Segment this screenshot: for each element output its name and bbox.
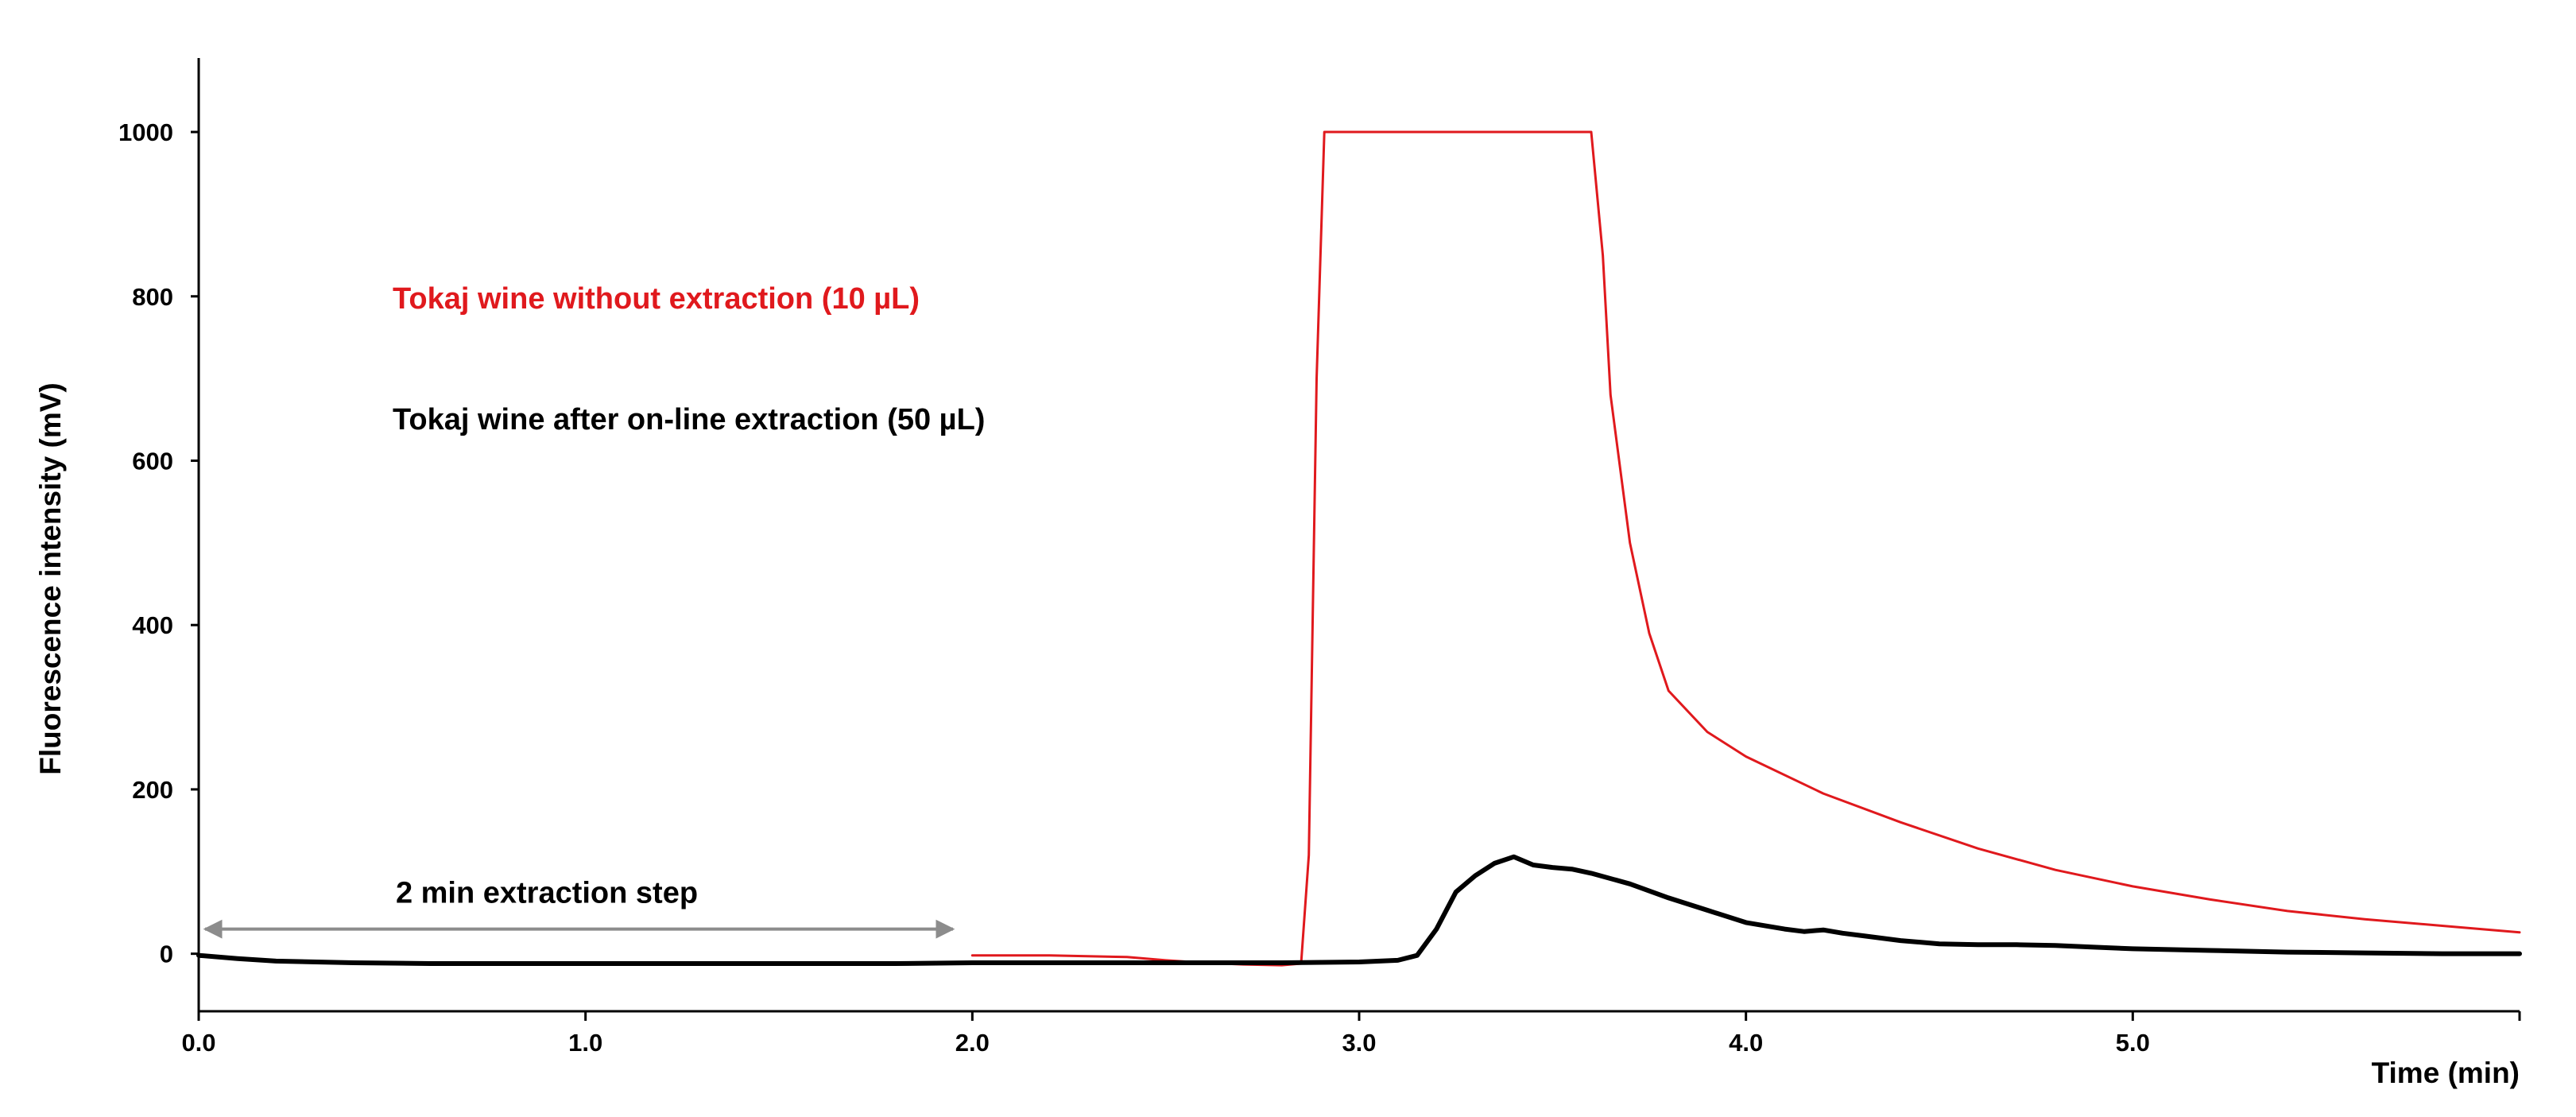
y-tick-label: 0	[160, 941, 173, 968]
y-tick-label: 800	[132, 283, 173, 311]
annotation-layer: 2 min extraction step	[203, 877, 955, 939]
x-axis-title: Time (min)	[2372, 1057, 2520, 1089]
x-tick-label: 4.0	[1729, 1029, 1763, 1057]
x-tick-label: 5.0	[2116, 1029, 2150, 1057]
y-tick-label: 1000	[118, 118, 173, 146]
x-tick-label: 3.0	[1342, 1029, 1376, 1057]
x-ticks: 0.0 1.0 2.0 3.0 4.0 5.0	[181, 1011, 2521, 1057]
y-tick-label: 600	[132, 447, 173, 475]
x-tick-label: 2.0	[955, 1029, 990, 1057]
series-line-without-extraction	[970, 130, 2521, 967]
legend-entry-online-extraction: Tokaj wine after on-line extraction (50 …	[393, 403, 985, 436]
y-ticks: 0 200 400 600 800 1000	[118, 118, 199, 968]
x-tick-label: 1.0	[568, 1029, 602, 1057]
series-layer	[196, 130, 2522, 967]
y-tick-label: 200	[132, 776, 173, 804]
extraction-step-label: 2 min extraction step	[396, 877, 698, 910]
x-tick-label: 0.0	[181, 1029, 215, 1057]
y-tick-label: 400	[132, 611, 173, 639]
y-axis-title: Fluorescence intensity (mV)	[34, 382, 67, 774]
series-line-online-extraction	[196, 854, 2522, 966]
legend: Tokaj wine without extraction (10 µL) To…	[393, 282, 985, 436]
legend-entry-without-extraction: Tokaj wine without extraction (10 µL)	[393, 282, 920, 316]
